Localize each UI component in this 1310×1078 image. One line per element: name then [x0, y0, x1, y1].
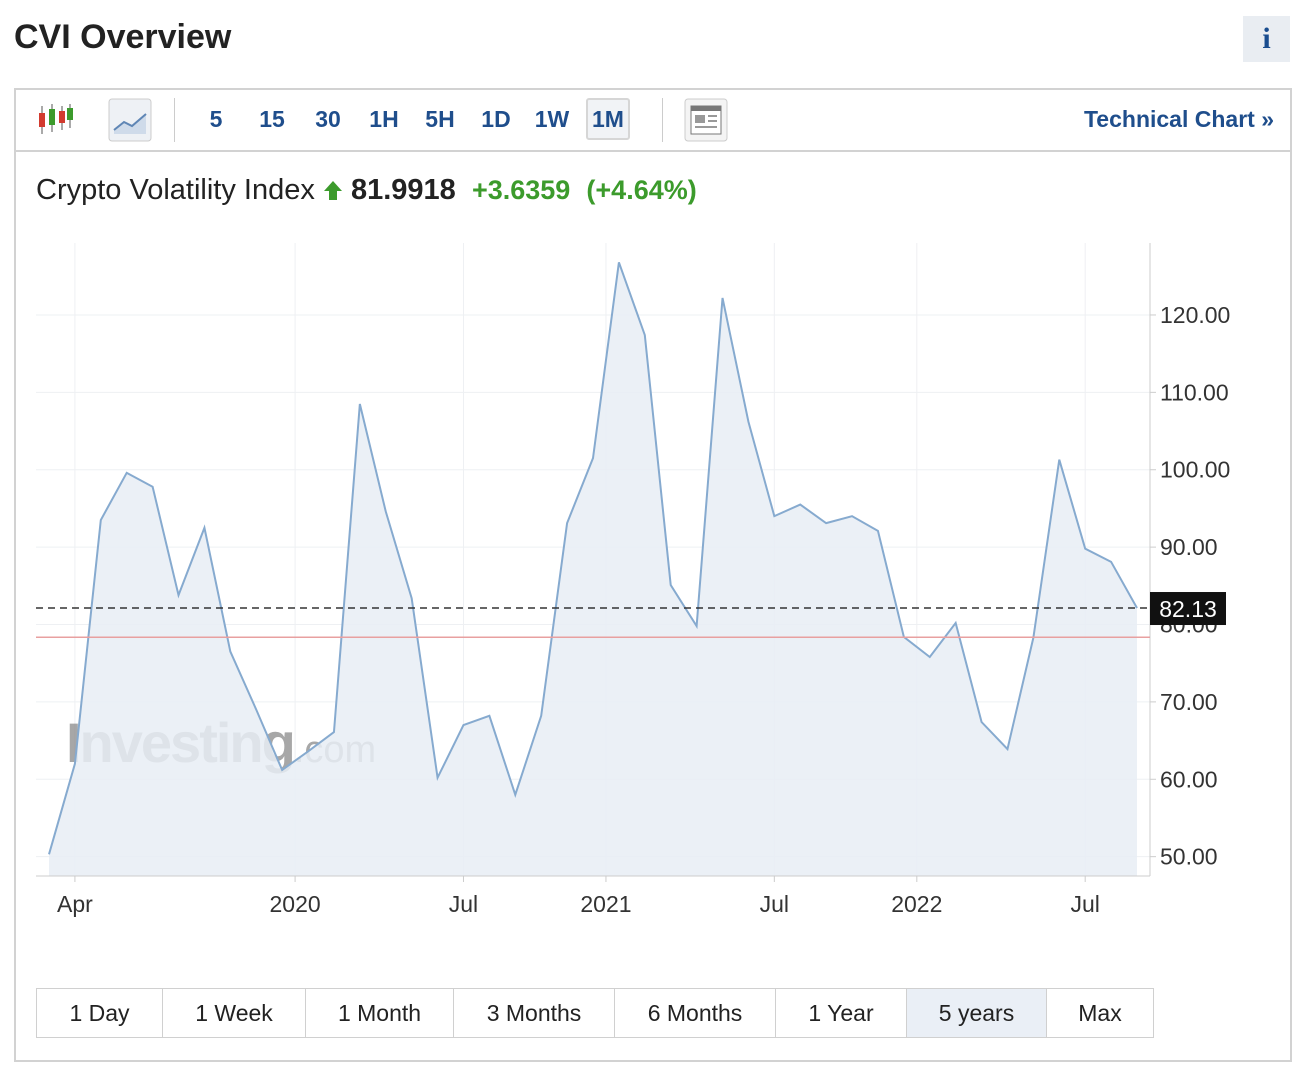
quote-header: Crypto Volatility Index 81.9918 +3.6359 … — [36, 174, 697, 207]
x-tick-label: Jul — [760, 891, 789, 917]
last-price: 81.9918 — [350, 174, 456, 206]
x-tick-label: Apr — [57, 891, 93, 917]
y-tick-label: 110.00 — [1160, 379, 1229, 405]
x-tick-label: 2022 — [891, 891, 942, 917]
y-tick-label: 90.00 — [1160, 534, 1218, 560]
range-button[interactable]: 1 Month — [305, 988, 454, 1038]
interval-button[interactable]: 15 — [259, 106, 285, 132]
price-change-percent: (+4.64%) — [586, 175, 697, 205]
x-tick-label: Jul — [449, 891, 478, 917]
interval-button[interactable]: 5H — [425, 106, 455, 132]
info-button[interactable]: i — [1243, 16, 1290, 62]
chart: 50.0060.0070.0080.0090.00100.00110.00120… — [36, 243, 1230, 917]
interval-button[interactable]: 1H — [369, 106, 399, 132]
y-tick-label: 50.00 — [1160, 844, 1218, 870]
interval-button[interactable]: 1M — [586, 98, 630, 140]
line-chart-button[interactable] — [108, 98, 152, 142]
range-button[interactable]: Max — [1046, 988, 1154, 1038]
page-title: CVI Overview — [14, 18, 232, 56]
current-price-box — [1150, 592, 1226, 626]
toolbar: 5 15 30 1H 5H 1D 1W 1M Technical Chart » — [16, 90, 1290, 152]
line — [48, 262, 1138, 855]
interval-button[interactable]: 5 — [209, 106, 223, 132]
range-button[interactable]: 5 years — [906, 988, 1047, 1038]
range-button[interactable]: 6 Months — [614, 988, 776, 1038]
interval-button[interactable]: 1W — [534, 106, 570, 132]
chart-widget — [14, 88, 1292, 1062]
price-change: +3.6359 — [471, 175, 571, 205]
range-button[interactable]: 1 Week — [162, 988, 306, 1038]
interval-button[interactable]: 30 — [315, 106, 341, 132]
y-tick-label: 70.00 — [1160, 689, 1218, 715]
range-button[interactable]: 1 Day — [36, 988, 163, 1038]
up-arrow — [323, 181, 342, 200]
y-tick-label: 60.00 — [1160, 766, 1218, 792]
range-button[interactable]: 3 Months — [453, 988, 615, 1038]
current-price-label: 82.13 — [1159, 596, 1217, 622]
interval-button[interactable]: 1D — [481, 106, 511, 132]
candlestick-button[interactable] — [36, 100, 76, 140]
instrument-name: Crypto Volatility Index — [36, 174, 315, 206]
separator — [662, 98, 663, 142]
separator — [174, 98, 175, 142]
layout-button[interactable] — [684, 98, 728, 142]
x-tick-label: 2020 — [270, 891, 321, 917]
area — [49, 262, 1137, 877]
y-tick-label: 120.00 — [1160, 302, 1230, 328]
x-tick-label: Jul — [1070, 891, 1099, 917]
y-tick-label: 100.00 — [1160, 457, 1230, 483]
range-button[interactable]: 1 Year — [775, 988, 907, 1038]
x-tick-label: 2021 — [580, 891, 631, 917]
technical-chart-link[interactable]: Technical Chart » — [1083, 106, 1274, 132]
